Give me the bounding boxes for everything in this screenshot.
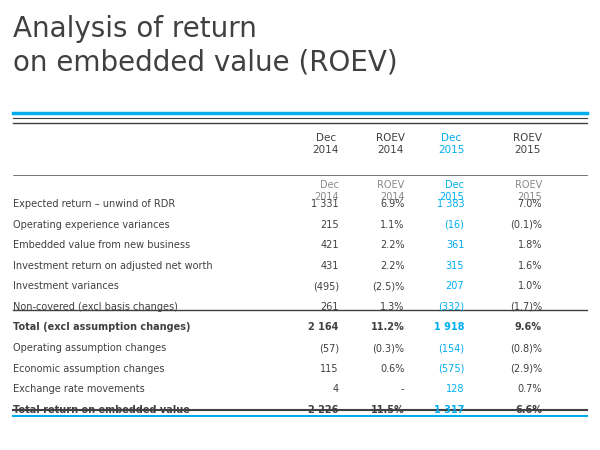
Text: Operating experience variances: Operating experience variances bbox=[13, 220, 170, 230]
Text: 0.7%: 0.7% bbox=[517, 384, 542, 394]
Text: Dec
2015: Dec 2015 bbox=[438, 133, 464, 155]
Text: ROEV
2014: ROEV 2014 bbox=[376, 133, 404, 155]
Text: 1.0%: 1.0% bbox=[517, 281, 542, 291]
Text: 9.6%: 9.6% bbox=[515, 323, 542, 333]
Text: -: - bbox=[401, 384, 404, 394]
Text: 115: 115 bbox=[320, 364, 339, 374]
Text: 1 383: 1 383 bbox=[437, 199, 464, 209]
Text: ROEV
2015: ROEV 2015 bbox=[513, 133, 542, 155]
Text: 2 164: 2 164 bbox=[308, 323, 339, 333]
Text: 315: 315 bbox=[446, 261, 464, 271]
Text: 421: 421 bbox=[320, 240, 339, 250]
Text: 2 226: 2 226 bbox=[308, 405, 339, 415]
Text: 128: 128 bbox=[446, 384, 464, 394]
Text: Non-covered (excl basis changes): Non-covered (excl basis changes) bbox=[13, 302, 178, 312]
Text: Investment variances: Investment variances bbox=[13, 281, 119, 291]
Text: 1 918: 1 918 bbox=[434, 323, 464, 333]
Text: 11.5%: 11.5% bbox=[371, 405, 404, 415]
Text: 2.2%: 2.2% bbox=[380, 240, 404, 250]
Text: Analysis of return
on embedded value (ROEV): Analysis of return on embedded value (RO… bbox=[13, 15, 398, 76]
Text: Expected return – unwind of RDR: Expected return – unwind of RDR bbox=[13, 199, 176, 209]
Text: 1 317: 1 317 bbox=[434, 405, 464, 415]
Text: Total (excl assumption changes): Total (excl assumption changes) bbox=[13, 323, 191, 333]
Text: Exchange rate movements: Exchange rate movements bbox=[13, 384, 145, 394]
Text: Dec
2014: Dec 2014 bbox=[313, 133, 339, 155]
Text: Investment return on adjusted net worth: Investment return on adjusted net worth bbox=[13, 261, 213, 271]
Text: (495): (495) bbox=[313, 281, 339, 291]
Text: 1.6%: 1.6% bbox=[517, 261, 542, 271]
Text: (0.8)%: (0.8)% bbox=[510, 343, 542, 353]
Text: (575): (575) bbox=[438, 364, 464, 374]
Text: Embedded value from new business: Embedded value from new business bbox=[13, 240, 190, 250]
Text: (154): (154) bbox=[438, 343, 464, 353]
Text: 207: 207 bbox=[446, 281, 464, 291]
Text: ROEV
2014: ROEV 2014 bbox=[377, 180, 404, 202]
Text: 1.8%: 1.8% bbox=[517, 240, 542, 250]
Text: 6.9%: 6.9% bbox=[380, 199, 404, 209]
Text: 2.2%: 2.2% bbox=[380, 261, 404, 271]
Text: (0.3)%: (0.3)% bbox=[373, 343, 404, 353]
Text: 11.2%: 11.2% bbox=[371, 323, 404, 333]
Text: (0.1)%: (0.1)% bbox=[510, 220, 542, 230]
Text: Operating assumption changes: Operating assumption changes bbox=[13, 343, 167, 353]
Text: 4: 4 bbox=[332, 384, 339, 394]
Text: Economic assumption changes: Economic assumption changes bbox=[13, 364, 165, 374]
Text: 6.6%: 6.6% bbox=[515, 405, 542, 415]
Text: (2.9)%: (2.9)% bbox=[510, 364, 542, 374]
Text: (1.7)%: (1.7)% bbox=[510, 302, 542, 312]
Text: (332): (332) bbox=[438, 302, 464, 312]
Text: 361: 361 bbox=[446, 240, 464, 250]
Text: 215: 215 bbox=[320, 220, 339, 230]
Text: (16): (16) bbox=[445, 220, 464, 230]
Text: 1.3%: 1.3% bbox=[380, 302, 404, 312]
Text: Dec
2014: Dec 2014 bbox=[314, 180, 339, 202]
Text: (57): (57) bbox=[319, 343, 339, 353]
Text: 431: 431 bbox=[320, 261, 339, 271]
Text: 261: 261 bbox=[320, 302, 339, 312]
Text: 0.6%: 0.6% bbox=[380, 364, 404, 374]
Text: Total return on embedded value: Total return on embedded value bbox=[13, 405, 190, 415]
Text: ROEV
2015: ROEV 2015 bbox=[515, 180, 542, 202]
Text: 7.0%: 7.0% bbox=[517, 199, 542, 209]
Text: 1.1%: 1.1% bbox=[380, 220, 404, 230]
Text: (2.5)%: (2.5)% bbox=[372, 281, 404, 291]
Text: Dec
2015: Dec 2015 bbox=[439, 180, 464, 202]
Text: 1 331: 1 331 bbox=[311, 199, 339, 209]
